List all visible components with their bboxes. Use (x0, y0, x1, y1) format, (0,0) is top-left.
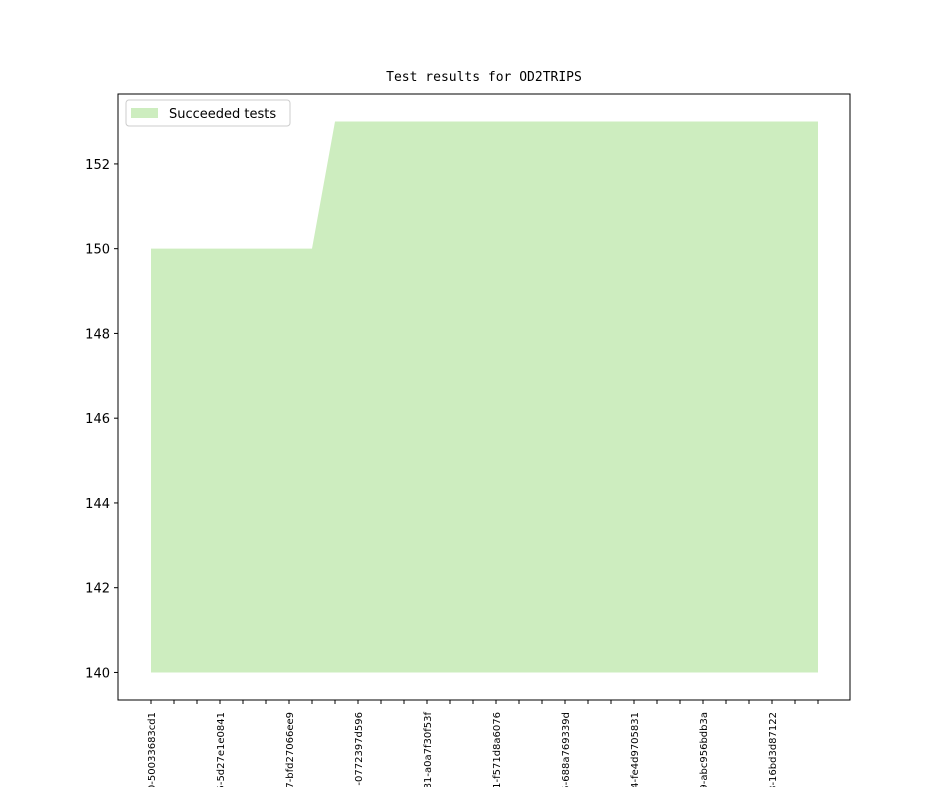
x-tick-label: -0772397d596 (354, 712, 365, 786)
y-tick-label: 144 (85, 497, 110, 512)
y-tick-label: 148 (85, 327, 110, 342)
x-tick-label: 9-abc956bdb3a (699, 712, 710, 787)
legend-label: Succeeded tests (169, 107, 276, 122)
x-tick-label: 7-bfd27066ee9 (285, 712, 296, 787)
plot-frame (117, 93, 851, 701)
legend: Succeeded tests (125, 99, 291, 127)
chart-title: Test results for OD2TRIPS (386, 70, 582, 85)
y-tick-label: 142 (85, 582, 110, 597)
area (151, 121, 818, 673)
x-tick-label: 1-f571d8a6076 (492, 712, 503, 787)
legend-frame (125, 99, 291, 127)
x-tick-label: 5-5d27e1e0841 (216, 712, 227, 787)
y-tick-label: 140 (85, 666, 110, 681)
y-tick-label: 152 (85, 158, 110, 173)
x-tick-label: 4-fe4d9705831 (630, 712, 641, 787)
x-tick-label: 81-a0a7f30f53f (423, 712, 434, 787)
x-tick-label: 8-16bd3d87122 (768, 712, 779, 787)
y-tick-label: 150 (85, 243, 110, 258)
legend-swatch (131, 108, 158, 118)
x-tick-label: 5-688a769339d (561, 712, 572, 787)
y-tick-label: 146 (85, 412, 110, 427)
x-tick-label: 0-50033683cd1 (147, 712, 158, 787)
